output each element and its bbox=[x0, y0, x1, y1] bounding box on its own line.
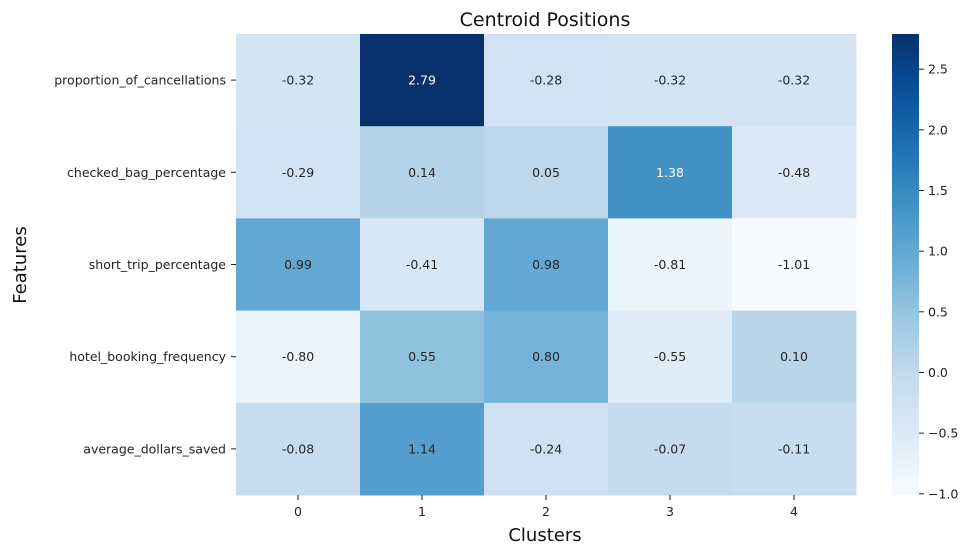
heatmap-cell bbox=[360, 310, 485, 404]
colorbar-tick-label: 2.0 bbox=[928, 122, 948, 137]
heatmap-cell bbox=[236, 34, 361, 127]
chart-title: Centroid Positions bbox=[460, 9, 631, 31]
heatmap-cells bbox=[236, 34, 857, 496]
colorbar-tick-label: 1.5 bbox=[928, 183, 948, 198]
heatmap-cell bbox=[608, 126, 733, 219]
y-tick-label: short_trip_percentage bbox=[89, 257, 227, 272]
heatmap-cell bbox=[732, 34, 857, 127]
y-tick-label: average_dollars_saved bbox=[83, 441, 226, 456]
cell-label: 0.14 bbox=[408, 165, 436, 180]
heatmap-cell bbox=[732, 126, 857, 219]
heatmap-cell bbox=[360, 402, 485, 496]
x-tick-label: 4 bbox=[790, 504, 798, 519]
heatmap-cell bbox=[236, 310, 361, 404]
heatmap-cell bbox=[236, 126, 361, 219]
y-axis-ticks: proportion_of_cancellations checked_bag_p… bbox=[54, 73, 236, 456]
y-tick-label: proportion_of_cancellations bbox=[54, 73, 226, 88]
cell-label: -0.29 bbox=[282, 165, 314, 180]
cell-label: -0.28 bbox=[530, 73, 562, 88]
cell-label: 2.79 bbox=[408, 73, 436, 88]
colorbar-tick-label: 2.5 bbox=[928, 62, 948, 77]
cell-label: 0.10 bbox=[780, 349, 808, 364]
colorbar-tick-label: 0.0 bbox=[928, 365, 948, 380]
cell-label: -0.55 bbox=[654, 349, 686, 364]
heatmap-cell bbox=[236, 218, 361, 312]
heatmap-cell bbox=[484, 402, 609, 496]
heatmap-cell bbox=[484, 218, 609, 312]
x-tick-label: 0 bbox=[294, 504, 302, 519]
heatmap-cell bbox=[608, 402, 733, 496]
cell-label: 1.38 bbox=[656, 165, 684, 180]
colorbar-tick-label: 1.0 bbox=[928, 244, 948, 259]
x-tick-label: 1 bbox=[418, 504, 426, 519]
cell-label: -0.41 bbox=[406, 257, 438, 272]
cell-label: -0.80 bbox=[282, 349, 314, 364]
cell-label: 1.14 bbox=[408, 441, 436, 456]
cell-label: 0.98 bbox=[532, 257, 560, 272]
colorbar-tick-label: −1.0 bbox=[928, 486, 958, 501]
heatmap-cell bbox=[236, 402, 361, 496]
colorbar-tick-label: 0.5 bbox=[928, 304, 948, 319]
heatmap-cell bbox=[732, 218, 857, 312]
cell-label: -0.81 bbox=[654, 257, 686, 272]
cell-label: -0.11 bbox=[778, 441, 810, 456]
colorbar-tick-label: −0.5 bbox=[928, 426, 958, 441]
y-tick-label: hotel_booking_frequency bbox=[69, 349, 226, 364]
y-axis-label: Features bbox=[10, 226, 31, 303]
cell-label: -0.08 bbox=[282, 441, 314, 456]
heatmap-cell bbox=[484, 126, 609, 219]
cell-label: 0.05 bbox=[532, 165, 560, 180]
cell-label: -0.32 bbox=[778, 73, 810, 88]
cell-label: 0.55 bbox=[408, 349, 436, 364]
heatmap-cell bbox=[608, 34, 733, 127]
cell-label: -1.01 bbox=[778, 257, 810, 272]
cell-label: -0.24 bbox=[530, 441, 562, 456]
heatmap-cell bbox=[360, 218, 485, 312]
x-axis-ticks: 0 1 2 3 4 bbox=[294, 495, 798, 519]
heatmap-cell bbox=[732, 310, 857, 404]
heatmap-cell-labels: -0.32 2.79 -0.28 -0.32 -0.32 -0.29 0.14 0.05 1.3… bbox=[282, 73, 810, 457]
cell-label: -0.48 bbox=[778, 165, 810, 180]
cell-label: 0.99 bbox=[284, 257, 312, 272]
heatmap-cell bbox=[608, 218, 733, 312]
heatmap-cell bbox=[484, 310, 609, 404]
colorbar-gradient bbox=[892, 34, 919, 495]
heatmap-cell bbox=[484, 34, 609, 127]
heatmap-cell bbox=[360, 126, 485, 219]
heatmap-cell bbox=[732, 402, 857, 496]
x-axis-label: Clusters bbox=[508, 525, 581, 546]
cell-label: -0.32 bbox=[654, 73, 686, 88]
colorbar-ticks: −1.0 −0.5 0.0 0.5 1.0 1.5 2.0 2.5 bbox=[919, 62, 958, 501]
heatmap-cell bbox=[360, 34, 485, 127]
heatmap-cell bbox=[608, 310, 733, 404]
x-tick-label: 2 bbox=[542, 504, 550, 519]
y-tick-label: checked_bag_percentage bbox=[67, 165, 226, 180]
cell-label: 0.80 bbox=[532, 349, 560, 364]
colorbar: −1.0 −0.5 0.0 0.5 1.0 1.5 2.0 2.5 bbox=[892, 34, 958, 501]
cell-label: -0.32 bbox=[282, 73, 314, 88]
cell-label: -0.07 bbox=[654, 441, 686, 456]
x-tick-label: 3 bbox=[666, 504, 674, 519]
